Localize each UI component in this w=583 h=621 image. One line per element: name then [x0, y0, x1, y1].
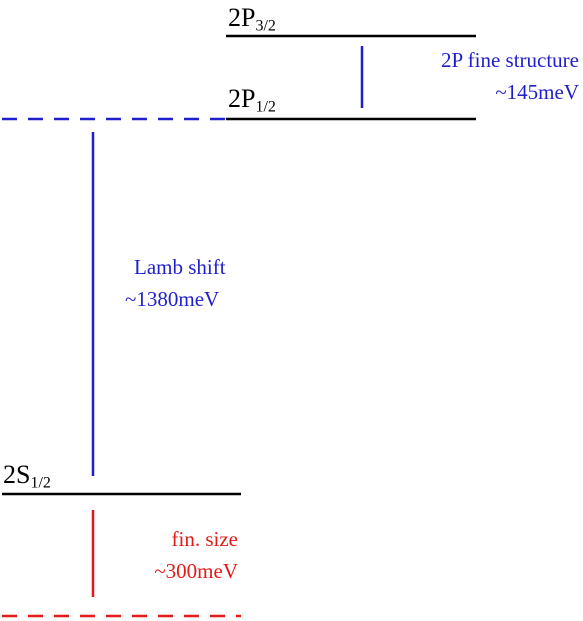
- finite-size-title: fin. size: [171, 527, 238, 551]
- finite-size-annotation: fin. size ~300meV: [154, 523, 238, 587]
- level-2p12-main: 2P: [228, 84, 256, 113]
- fine-structure-title: 2P fine structure: [440, 48, 579, 72]
- level-2s12-sub: 1/2: [30, 474, 51, 492]
- level-2p12-label: 2P1/2: [228, 84, 276, 116]
- finite-size-value: ~300meV: [154, 559, 238, 583]
- fine-structure-value: ~145meV: [495, 80, 579, 104]
- level-2p32-label: 2P3/2: [228, 3, 276, 35]
- level-2p32-main: 2P: [228, 3, 256, 32]
- level-2s12-main: 2S: [3, 460, 31, 489]
- fine-structure-annotation: 2P fine structure ~145meV: [441, 44, 579, 108]
- level-2p32-sub: 3/2: [255, 17, 276, 35]
- lamb-shift-title: Lamb shift: [134, 255, 226, 279]
- level-2p12-sub: 1/2: [255, 98, 276, 116]
- lamb-shift-annotation: Lamb shift ~1380meV: [125, 251, 226, 315]
- level-2s12-label: 2S1/2: [3, 460, 51, 492]
- lamb-shift-value: ~1380meV: [125, 287, 220, 311]
